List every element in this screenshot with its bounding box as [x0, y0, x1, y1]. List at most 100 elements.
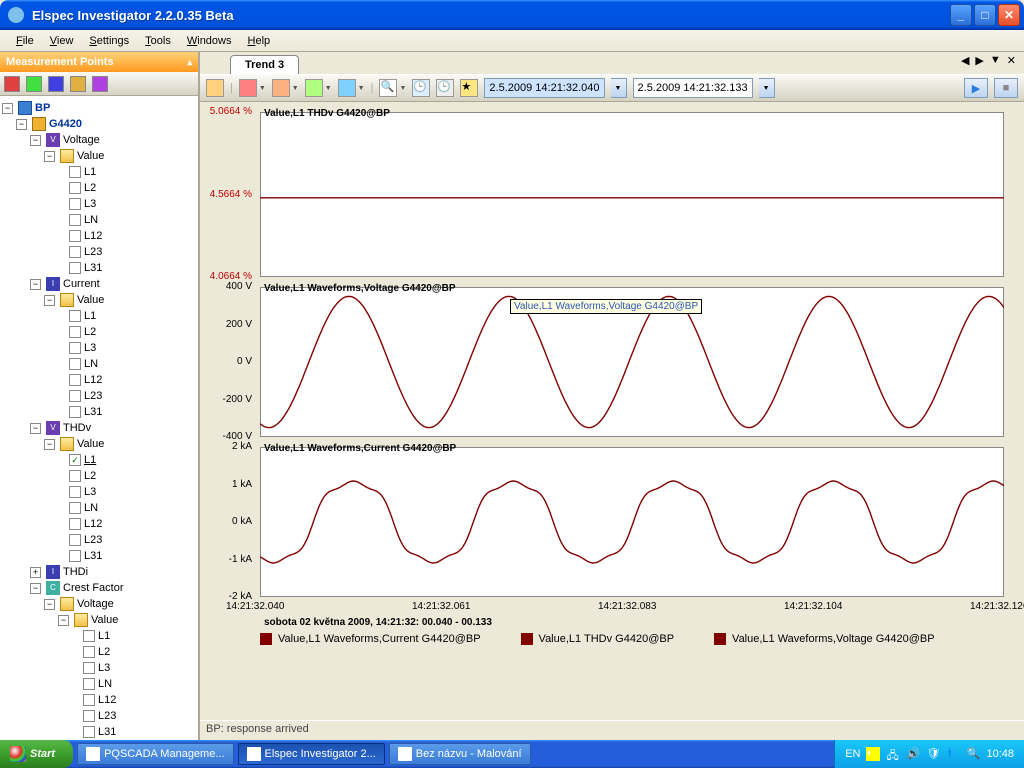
checkbox[interactable] [83, 694, 95, 706]
tool-clock1-icon[interactable]: 🕒 [412, 79, 430, 97]
tray-search-icon[interactable]: 🔍 [966, 747, 980, 761]
tree-device[interactable]: G4420 [49, 118, 82, 130]
tree-sub[interactable]: Value [77, 150, 104, 162]
checkbox[interactable] [69, 166, 81, 178]
tree-channel[interactable]: L3 [84, 486, 96, 498]
checkbox[interactable] [69, 262, 81, 274]
sidebar-tool-3-icon[interactable] [48, 76, 64, 92]
tree-channel[interactable]: L2 [98, 646, 110, 658]
expander-icon[interactable]: − [30, 583, 41, 594]
expander-icon[interactable]: − [30, 423, 41, 434]
tree-channel[interactable]: L2 [84, 182, 96, 194]
tree-sub[interactable]: Value [77, 294, 104, 306]
expander-icon[interactable]: − [44, 151, 55, 162]
tree-channel[interactable]: L23 [84, 246, 102, 258]
tray-icon[interactable]: ◐ [866, 747, 880, 761]
checkbox[interactable] [69, 182, 81, 194]
menu-view[interactable]: View [42, 33, 82, 49]
expander-icon[interactable]: − [30, 135, 41, 146]
tab-menu-icon[interactable]: ▼ [990, 54, 1001, 67]
checkbox[interactable] [69, 214, 81, 226]
tree-channel[interactable]: L12 [84, 374, 102, 386]
dropdown-icon[interactable]: ▼ [325, 85, 332, 92]
expander-icon[interactable]: − [44, 599, 55, 610]
tree-channel[interactable]: L2 [84, 470, 96, 482]
measurement-tree[interactable]: −BP−G4420−VVoltage−ValueL1L2L3LNL12L23L3… [0, 96, 198, 740]
tree-channel[interactable]: LN [98, 678, 112, 690]
tree-channel[interactable]: L31 [98, 726, 116, 738]
expander-icon[interactable]: − [16, 119, 27, 130]
dropdown-icon[interactable]: ▼ [259, 85, 266, 92]
menu-settings[interactable]: Settings [81, 33, 137, 49]
tree-channel[interactable]: L2 [84, 326, 96, 338]
tool-marker1-icon[interactable] [239, 79, 257, 97]
sidebar-tool-2-icon[interactable] [26, 76, 42, 92]
tool-star-icon[interactable]: ★ [460, 79, 478, 97]
start-button[interactable]: Start [0, 740, 73, 768]
tree-sub[interactable]: Voltage [77, 598, 114, 610]
tree-channel[interactable]: L1 [84, 166, 96, 178]
expander-icon[interactable]: − [44, 295, 55, 306]
tree-group[interactable]: THDi [63, 566, 88, 578]
tree-group[interactable]: Current [63, 278, 100, 290]
tree-channel[interactable]: L31 [84, 550, 102, 562]
menu-tools[interactable]: Tools [137, 33, 179, 49]
expander-icon[interactable]: − [2, 103, 13, 114]
checkbox[interactable] [83, 710, 95, 722]
sidebar-collapse-icon[interactable]: ▴ [187, 57, 192, 68]
checkbox[interactable] [69, 550, 81, 562]
tree-channel[interactable]: L3 [84, 198, 96, 210]
tab-trend3[interactable]: Trend 3 [230, 55, 299, 74]
datetime-from-dropdown[interactable]: ▼ [611, 78, 627, 98]
tree-root[interactable]: BP [35, 102, 50, 114]
tray-shield-icon[interactable]: 🛡 [926, 747, 940, 761]
tree-channel[interactable]: L31 [84, 262, 102, 274]
tree-channel[interactable]: L1 [98, 630, 110, 642]
datetime-to-input[interactable]: 2.5.2009 14:21:32.133 [633, 78, 753, 98]
tray-bluetooth-icon[interactable]: ᚼ [946, 747, 960, 761]
checkbox[interactable] [69, 390, 81, 402]
tool-marker2-icon[interactable] [272, 79, 290, 97]
tree-channel[interactable]: L31 [84, 406, 102, 418]
tab-close-icon[interactable]: ✕ [1007, 54, 1016, 67]
checkbox[interactable] [69, 406, 81, 418]
sidebar-tool-4-icon[interactable] [70, 76, 86, 92]
tree-sub[interactable]: Value [77, 438, 104, 450]
tree-channel[interactable]: L12 [84, 230, 102, 242]
checkbox[interactable] [83, 662, 95, 674]
tree-channel[interactable]: L1 [84, 454, 96, 466]
menu-file[interactable]: File [8, 33, 42, 49]
checkbox[interactable] [83, 646, 95, 658]
tool-clock2-icon[interactable]: 🕒 [436, 79, 454, 97]
checkbox[interactable] [83, 678, 95, 690]
checkbox[interactable] [69, 198, 81, 210]
tree-channel[interactable]: LN [84, 502, 98, 514]
sidebar-tool-1-icon[interactable] [4, 76, 20, 92]
tree-channel[interactable]: L12 [98, 694, 116, 706]
expander-icon[interactable]: − [58, 615, 69, 626]
tree-channel[interactable]: L23 [84, 390, 102, 402]
checkbox[interactable] [69, 326, 81, 338]
stop-button[interactable]: ■ [994, 78, 1018, 98]
tool-marker3-icon[interactable] [305, 79, 323, 97]
checkbox[interactable] [69, 358, 81, 370]
tool-marker4-icon[interactable] [338, 79, 356, 97]
checkbox[interactable] [69, 470, 81, 482]
dropdown-icon[interactable]: ▼ [292, 85, 299, 92]
close-button[interactable]: ✕ [998, 4, 1020, 26]
dropdown-icon[interactable]: ▼ [358, 85, 365, 92]
expander-icon[interactable]: − [30, 279, 41, 290]
expander-icon[interactable]: + [30, 567, 41, 578]
tree-channel[interactable]: LN [84, 358, 98, 370]
tree-channel[interactable]: L12 [84, 518, 102, 530]
maximize-button[interactable]: □ [974, 4, 996, 26]
checkbox[interactable] [69, 374, 81, 386]
datetime-to-dropdown[interactable]: ▼ [759, 78, 775, 98]
checkbox[interactable] [83, 630, 95, 642]
tree-channel[interactable]: L23 [98, 710, 116, 722]
sidebar-tool-5-icon[interactable] [92, 76, 108, 92]
menu-help[interactable]: Help [240, 33, 279, 49]
lang-indicator[interactable]: EN [845, 748, 860, 760]
checkbox[interactable] [69, 246, 81, 258]
expander-icon[interactable]: − [44, 439, 55, 450]
